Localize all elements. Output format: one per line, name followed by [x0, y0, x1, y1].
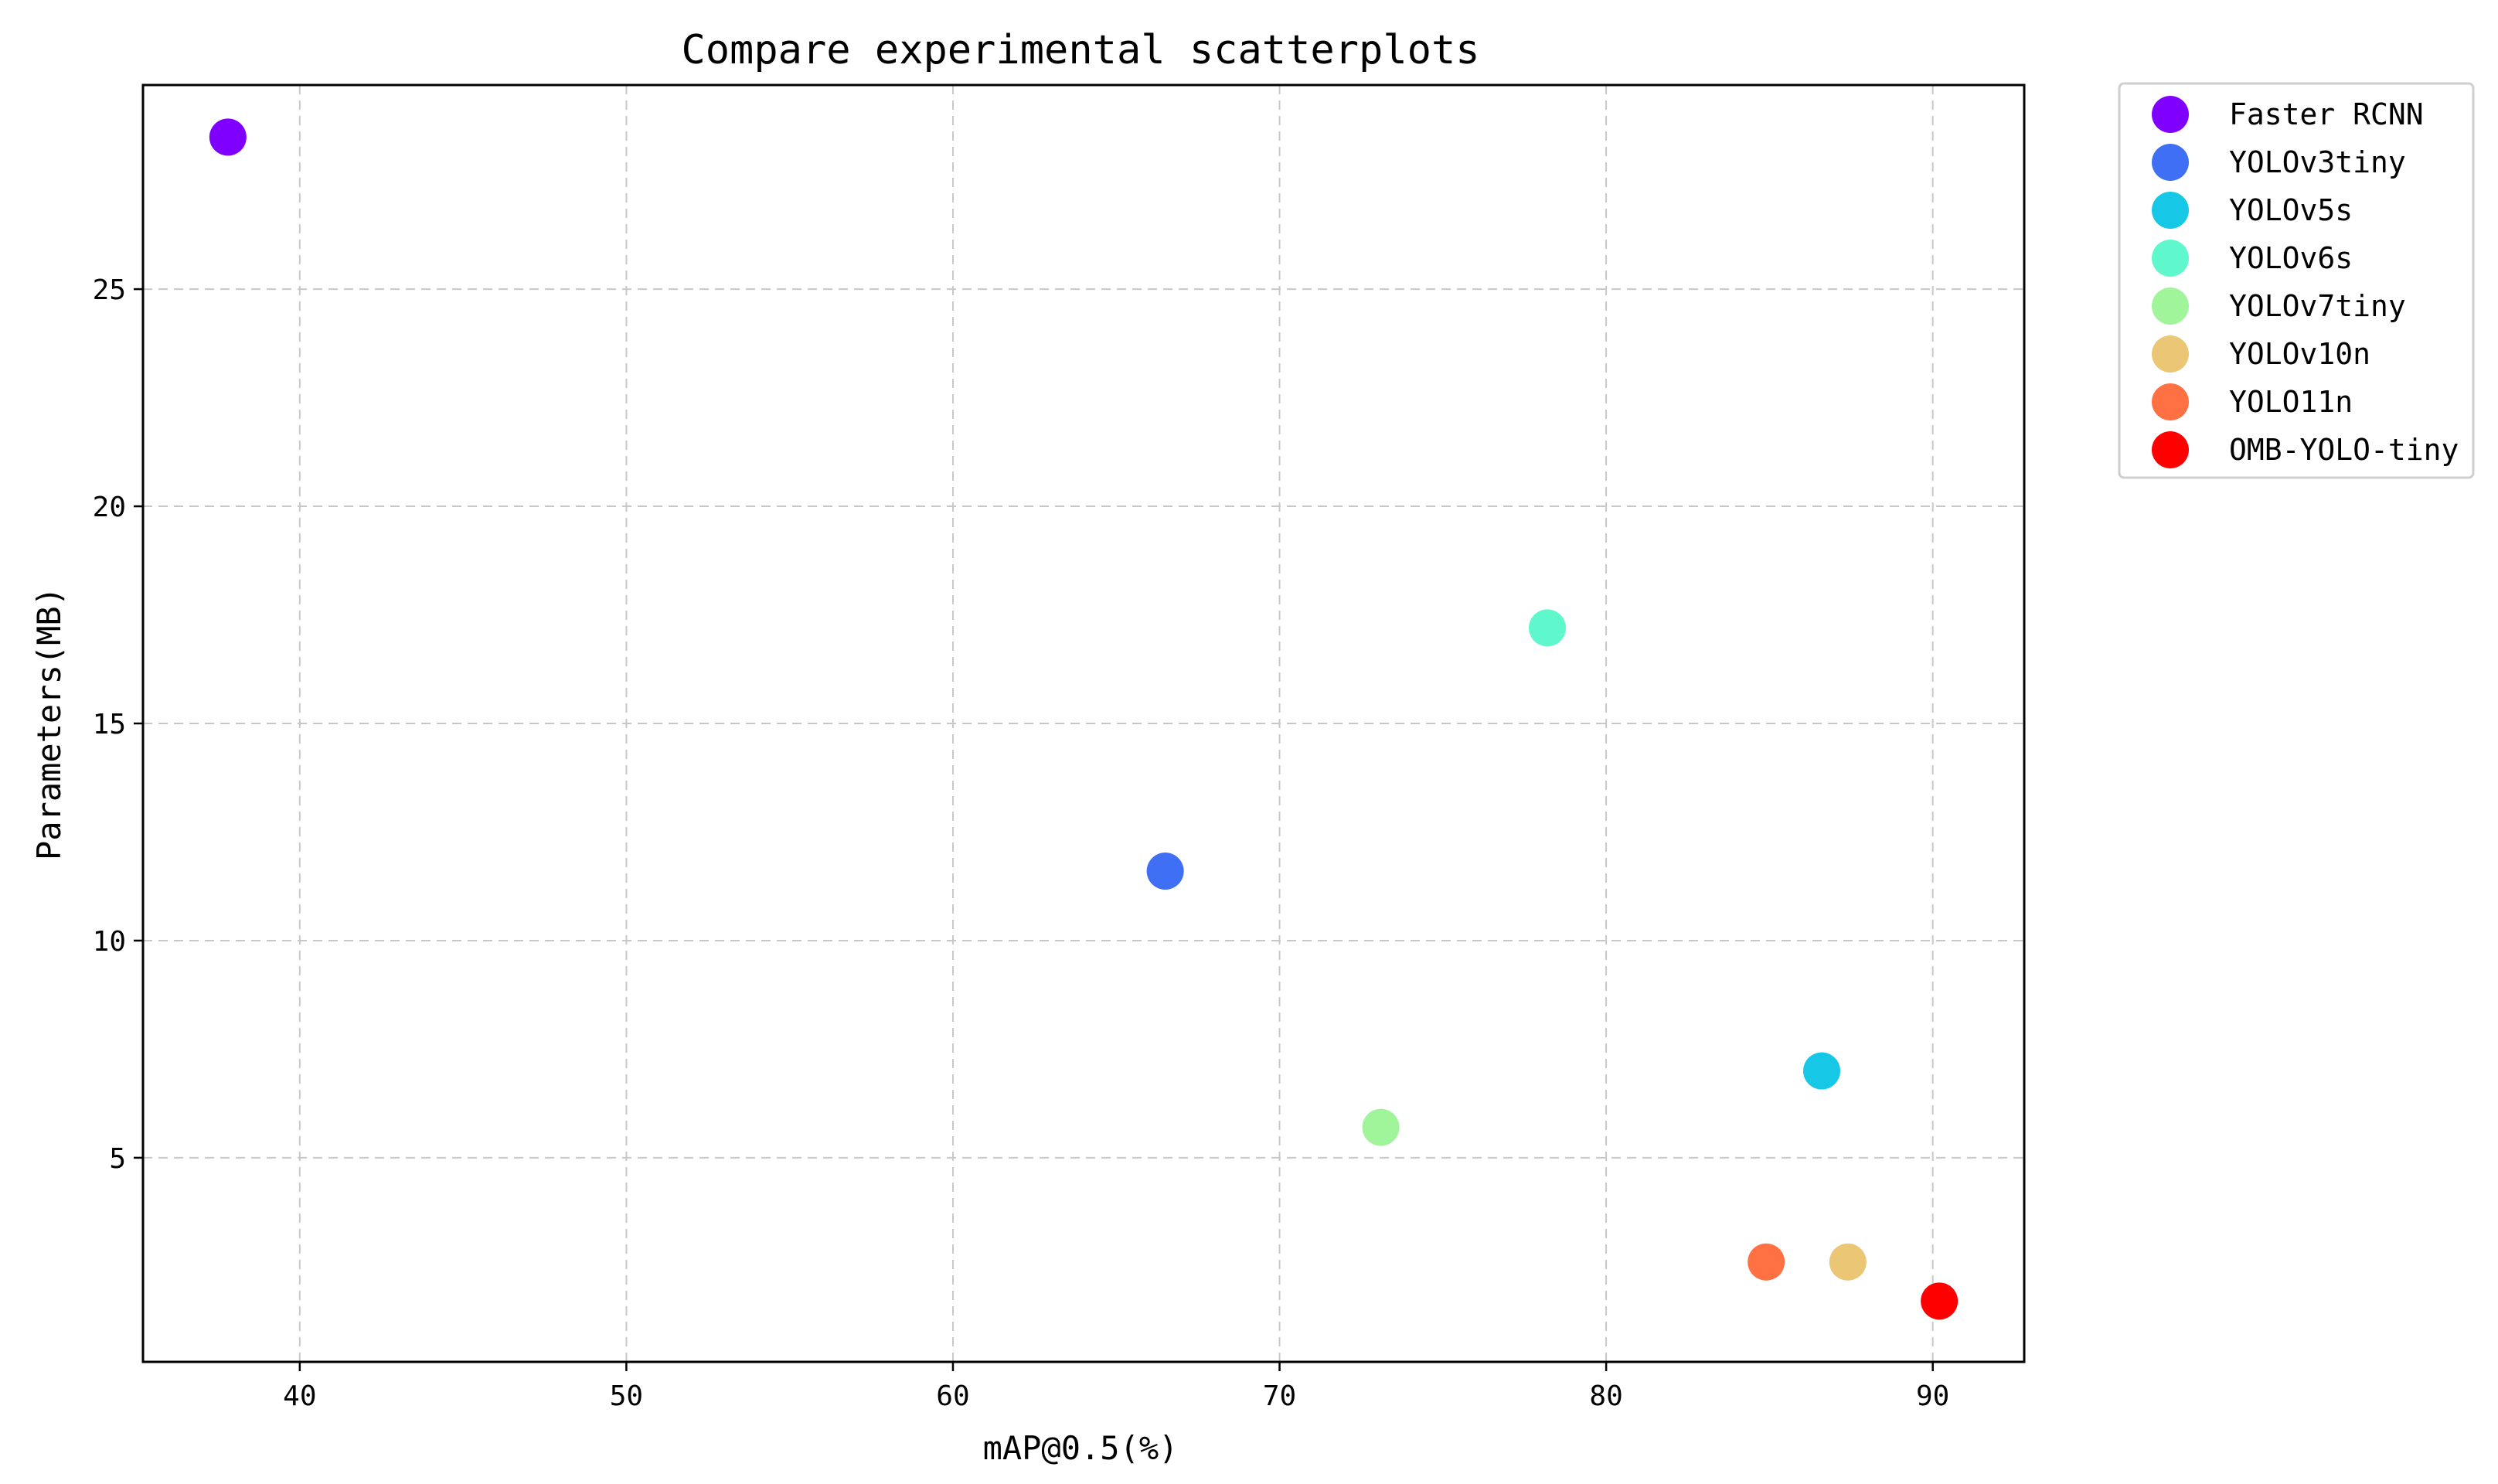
data-point-yolov5s	[1803, 1052, 1841, 1090]
y-tick-label: 5	[109, 1143, 126, 1175]
legend-label: YOLOv10n	[2229, 337, 2370, 371]
data-point-yolov6s	[1529, 609, 1567, 647]
y-axis-label: Parameters(MB)	[30, 587, 68, 860]
legend-marker	[2152, 431, 2189, 468]
legend-label: YOLOv7tiny	[2229, 289, 2406, 323]
x-tick-label: 70	[1263, 1380, 1296, 1412]
grid-lines	[143, 85, 2024, 1362]
legend-label: YOLOv5s	[2229, 193, 2353, 227]
x-tick-label: 80	[1589, 1380, 1622, 1412]
y-tick-label: 25	[93, 274, 126, 306]
legend-item: YOLOv6s	[2152, 240, 2353, 277]
legend-box	[2118, 82, 2475, 479]
legend-item: YOLOv10n	[2152, 335, 2370, 373]
legend-marker	[2152, 96, 2189, 133]
chart-title: Compare experimental scatterplots	[681, 27, 1479, 73]
legend-label: YOLO11n	[2229, 385, 2353, 419]
y-tick-label: 20	[93, 492, 126, 523]
data-points	[209, 118, 1959, 1320]
legend: Faster RCNN YOLOv3tiny YOLOv5s YOLOv6s YOLOv…	[2118, 82, 2475, 479]
x-axis-label: mAP@0.5(%)	[983, 1429, 1179, 1467]
legend-marker	[2152, 144, 2189, 181]
data-point-yolo11n	[1748, 1243, 1785, 1281]
data-point-yolov10n	[1829, 1243, 1867, 1281]
legend-label: YOLOv6s	[2229, 241, 2353, 275]
data-point-yolov3tiny	[1146, 853, 1184, 890]
legend-marker	[2152, 240, 2189, 277]
legend-item: OMB-YOLO-tiny	[2152, 431, 2459, 468]
legend-marker	[2152, 383, 2189, 420]
legend-item: Faster RCNN	[2152, 96, 2424, 133]
y-tick-label: 15	[93, 709, 126, 740]
legend-item: YOLOv3tiny	[2152, 144, 2406, 181]
legend-item: YOLOv5s	[2152, 192, 2353, 229]
y-axis-ticks: 5 10 15 20 25	[93, 274, 143, 1175]
legend-marker	[2152, 192, 2189, 229]
x-tick-label: 90	[1916, 1380, 1949, 1412]
x-tick-label: 50	[610, 1380, 643, 1412]
x-tick-label: 40	[283, 1380, 316, 1412]
data-point-omb-yolo-tiny	[1921, 1282, 1959, 1320]
x-axis-ticks: 40 50 60 70 80 90	[283, 1362, 1949, 1412]
data-point-faster-rcnn	[209, 118, 247, 156]
legend-label: OMB-YOLO-tiny	[2229, 433, 2459, 467]
legend-label: Faster RCNN	[2229, 97, 2424, 131]
legend-item: YOLOv7tiny	[2152, 288, 2406, 325]
x-tick-label: 60	[936, 1380, 969, 1412]
legend-marker	[2152, 288, 2189, 325]
y-tick-label: 10	[93, 926, 126, 958]
legend-item: YOLO11n	[2152, 383, 2353, 420]
data-point-yolov7tiny	[1362, 1108, 1400, 1146]
legend-label: YOLOv3tiny	[2229, 145, 2406, 179]
legend-items: Faster RCNN YOLOv3tiny YOLOv5s YOLOv6s YOLOv…	[2152, 96, 2459, 468]
legend-marker	[2152, 335, 2189, 373]
